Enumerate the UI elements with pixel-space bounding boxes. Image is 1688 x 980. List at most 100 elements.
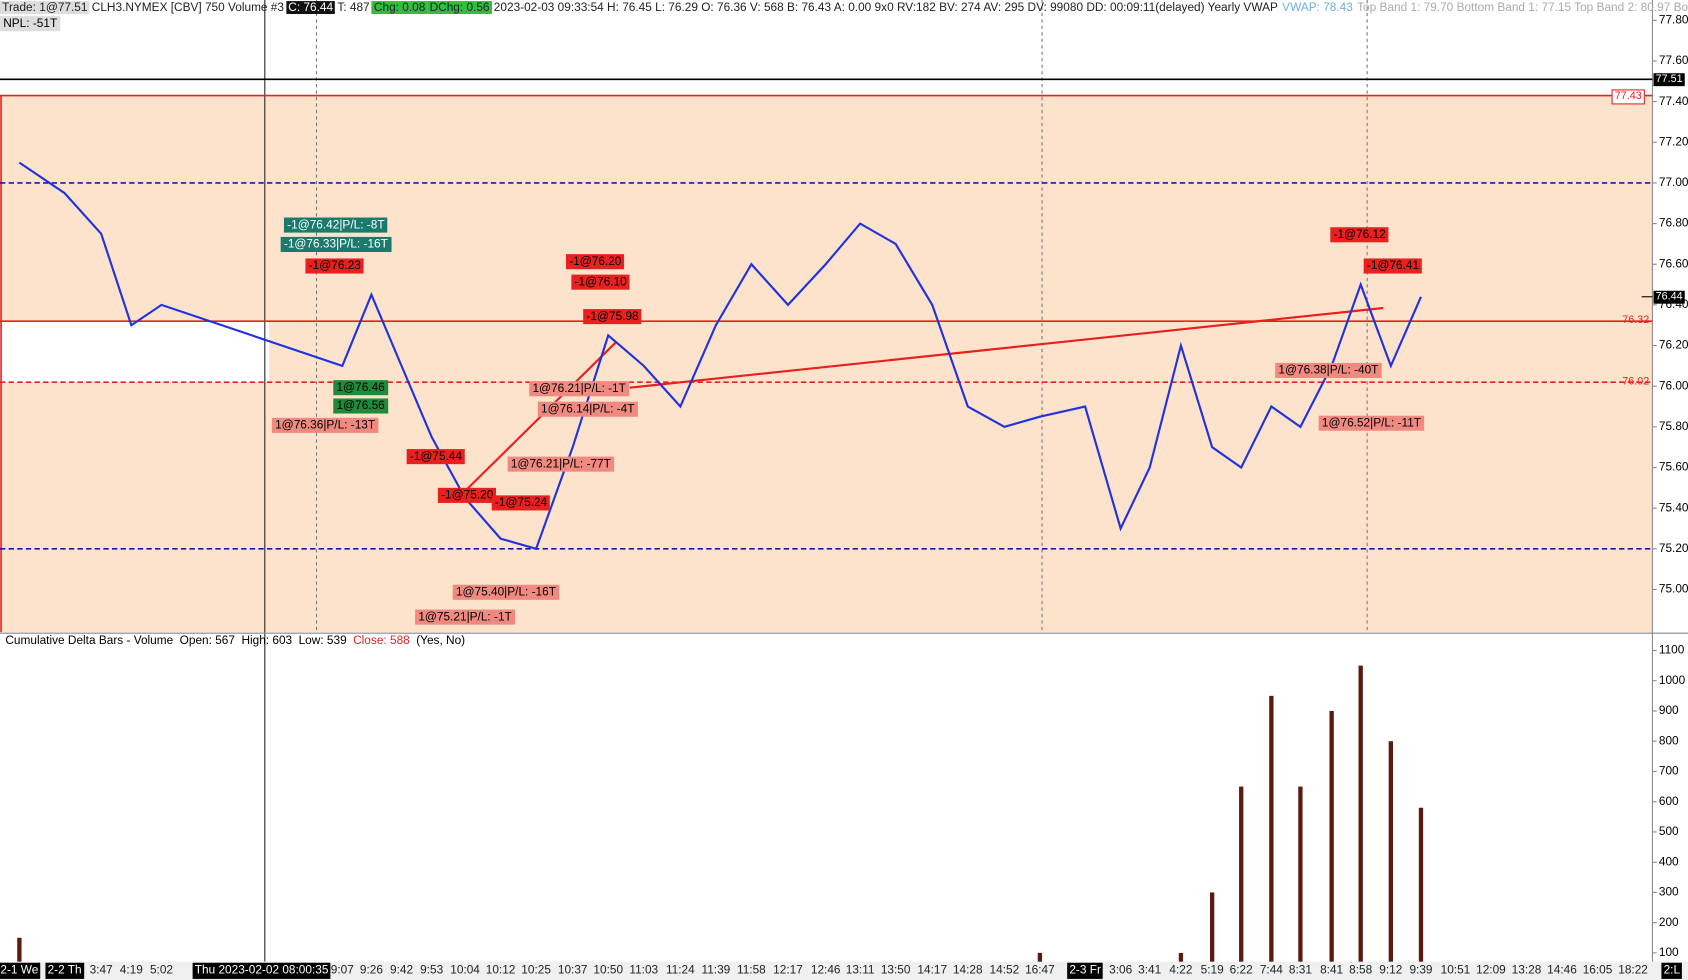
order-label: -1@76.41 <box>1363 258 1423 274</box>
y-tick-label: 77.00 <box>1659 175 1688 189</box>
order-label: -1@76.42|P/L: -8T <box>283 217 388 233</box>
price-line-label: 76.32 <box>1622 314 1650 327</box>
x-tick-label: 14:52 <box>989 963 1020 977</box>
y-tick-label: 75.40 <box>1659 500 1688 514</box>
x-tick-label: 9:26 <box>359 963 383 977</box>
x-tick-label: 10:50 <box>593 963 624 977</box>
delta-bar <box>1209 892 1215 962</box>
x-tick-label: 4:19 <box>119 963 143 977</box>
close: C: 76.44 <box>286 1 336 14</box>
x-tick-label: 10:04 <box>450 963 480 977</box>
order-label: 1@76.36|P/L: -13T <box>271 417 379 433</box>
order-label: -1@76.10 <box>571 274 631 290</box>
x-tick-label: 5:19 <box>1200 963 1224 977</box>
delta-bar <box>1388 741 1393 962</box>
y-tick-label: 700 <box>1659 764 1679 778</box>
delta-bar <box>1329 710 1334 962</box>
delta-bar <box>1418 807 1424 962</box>
high: High: 603 <box>241 634 293 648</box>
x-tick-label: 11:39 <box>701 963 731 977</box>
y-tick-label: 600 <box>1659 794 1679 808</box>
y-tick-label: 400 <box>1659 854 1679 868</box>
delta-bar <box>1298 786 1303 962</box>
delta-bar <box>1037 952 1043 962</box>
x-tick-label: 14:46 <box>1547 963 1577 977</box>
trade-line <box>629 306 1384 389</box>
y-tick-label: 100 <box>1659 945 1679 959</box>
x-tick-label: 12:46 <box>810 963 841 977</box>
x-tick-label: 10:25 <box>521 963 551 977</box>
x-tick-label: 5:02 <box>149 963 174 977</box>
y-tick-label: 75.80 <box>1659 419 1688 433</box>
x-tick-label: 9:53 <box>420 963 444 977</box>
order-label: -1@76.12 <box>1330 227 1389 243</box>
y-tick-label: 900 <box>1659 703 1679 717</box>
y-tick-label: 500 <box>1659 824 1679 838</box>
x-tick-label: 8:58 <box>1349 963 1373 977</box>
price-line-label: 77.51 <box>1653 72 1685 86</box>
order-label: 1@76.21|P/L: -1T <box>529 381 630 397</box>
x-tick-label: 11:58 <box>737 963 766 977</box>
open: Open: 567 <box>179 634 235 648</box>
x-tick-label: 2-1 We <box>0 962 41 979</box>
x-tick-label: 16:05 <box>1582 963 1613 977</box>
npl: NPL: -51T <box>0 16 61 32</box>
x-tick-label: 9:07 <box>330 963 354 977</box>
order-label: 1@76.38|P/L: -40T <box>1275 362 1382 378</box>
y-tick-label: 200 <box>1659 915 1679 929</box>
y-tick-label: 77.60 <box>1659 53 1688 67</box>
vwap: VWAP: 78.43 <box>1282 1 1353 14</box>
x-tick-label: 16:47 <box>1025 963 1055 977</box>
x-tick-label: 7:44 <box>1259 963 1283 977</box>
delta-bar <box>1358 665 1363 962</box>
order-label: -1@76.23 <box>305 258 365 274</box>
order-label: -1@76.20 <box>565 254 625 270</box>
y-tick-label: 75.20 <box>1659 541 1688 555</box>
y-tick-label: 1000 <box>1659 673 1686 687</box>
order-label: 1@76.52|P/L: -11T <box>1318 415 1425 431</box>
x-tick-label: 12:17 <box>773 963 803 977</box>
x-tick-label: 2-3 Fr <box>1067 962 1104 979</box>
x-tick-label: 2:L <box>1661 962 1683 979</box>
x-tick-label: 12:09 <box>1476 963 1506 977</box>
x-tick-label: 6:22 <box>1229 963 1253 977</box>
symbol: CLH3.NYMEX [CBV] 750 Volume #3 <box>91 1 284 14</box>
delta-bar <box>1269 695 1274 962</box>
lower-header: Cumulative Delta Bars - Volume Open: 567 H… <box>5 634 471 648</box>
trade: Trade: 1@77.51 <box>0 1 90 14</box>
y-tick-label: 77.80 <box>1659 12 1688 26</box>
order-label: -1@75.24 <box>491 495 551 511</box>
day-change: DChg: 0.56 <box>427 1 492 14</box>
flags: (Yes, No) <box>416 634 466 648</box>
y-tick-label: 1100 <box>1659 643 1685 657</box>
order-label: -1@76.33|P/L: -16T <box>280 236 392 252</box>
info: 2023-02-03 09:33:54 H: 76.45 L: 76.29 O:… <box>493 1 1278 14</box>
x-tick-label: 3:47 <box>89 963 113 977</box>
y-tick-label: 77.40 <box>1659 94 1688 108</box>
last-price-label: 76.44 <box>1653 290 1685 304</box>
x-tick-label: 10:37 <box>557 963 588 977</box>
x-tick-label: 13:11 <box>845 963 875 977</box>
x-tick-label: 4:22 <box>1169 963 1193 977</box>
y-tick-label: 76.20 <box>1659 338 1688 352</box>
x-tick-label: 11:03 <box>629 963 659 977</box>
x-tick-label: 9:42 <box>390 963 414 977</box>
change: Chg: 0.08 <box>371 1 428 14</box>
x-tick-label: 10:51 <box>1440 963 1471 977</box>
order-label: 1@75.21|P/L: -1T <box>415 609 515 625</box>
y-tick-label: 75.00 <box>1659 582 1688 596</box>
x-tick-label: 10:12 <box>485 963 516 977</box>
price-line-label: 76.02 <box>1622 375 1650 388</box>
x-tick-label: 8:31 <box>1288 963 1312 977</box>
header: Trade: 1@77.51 CLH3.NYMEX [CBV] 750 Volum… <box>0 0 1688 16</box>
x-tick-label: 9:12 <box>1379 963 1403 977</box>
y-tick-label: 76.00 <box>1659 378 1688 392</box>
delta-bar <box>1178 952 1184 962</box>
order-label: 1@76.56 <box>333 398 388 414</box>
x-tick-label: 8:41 <box>1320 963 1344 977</box>
y-tick-label: 76.80 <box>1659 216 1688 230</box>
order-label: 1@76.46 <box>333 380 388 396</box>
order-label: 1@75.40|P/L: -16T <box>452 584 560 600</box>
